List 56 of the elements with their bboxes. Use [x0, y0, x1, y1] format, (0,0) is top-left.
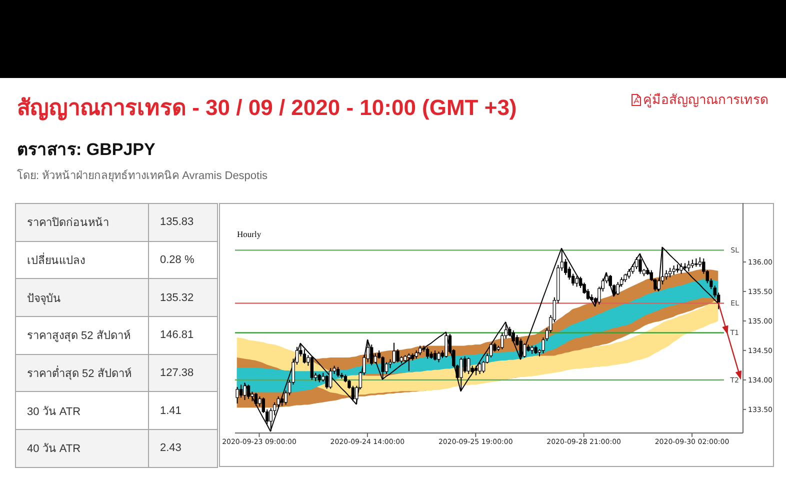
text: 1.41	[160, 404, 182, 417]
text: 127.38	[160, 367, 194, 380]
text: Hourly	[237, 229, 262, 239]
category-label: ปัจจุบัน	[27, 292, 61, 305]
candlestick	[672, 265, 676, 276]
candlestick	[467, 357, 470, 375]
candlestick	[370, 344, 374, 366]
candlestick	[236, 386, 239, 404]
candlestick	[336, 366, 340, 378]
candlestick	[634, 256, 638, 270]
candlestick	[478, 362, 482, 375]
candlestick	[698, 256, 702, 268]
text: ตราสาร: GBPJPY	[17, 140, 156, 159]
candlestick	[687, 260, 690, 272]
candlestick	[444, 332, 448, 358]
candlestick	[396, 348, 400, 363]
category-label: 40 วัน ATR	[27, 443, 81, 456]
text: โดย: หัวหน้าฝ่ายกลยุทธ์ทางเทคนิค Avramis Despotis	[17, 170, 268, 182]
category-label: 30 วัน ATR	[27, 406, 81, 418]
text: 0.28 %	[160, 254, 194, 266]
candlestick	[310, 356, 314, 380]
candlestick	[426, 346, 430, 360]
text: สัญญาณการเทรด - 30 / 09 / 2020 - 10:00 (GMT +3)	[17, 95, 517, 120]
candlestick	[418, 345, 422, 356]
category-label: ราคาสูงสุด 52 สัปดาห์	[27, 330, 130, 342]
candlestick	[433, 350, 437, 361]
candlestick	[302, 348, 306, 364]
candlestick	[254, 392, 258, 406]
candlestick	[522, 342, 526, 358]
candlestick	[328, 368, 332, 390]
candlestick	[680, 262, 683, 274]
text: 2.43	[160, 442, 182, 454]
candlestick	[407, 352, 411, 372]
candlestick	[627, 268, 631, 279]
text: 135.32	[160, 292, 194, 304]
text: 135.83	[160, 216, 194, 228]
candlestick	[325, 374, 328, 390]
candlestick	[437, 351, 440, 363]
candlestick	[512, 330, 515, 344]
candlestick	[638, 253, 642, 274]
text: 146.81	[160, 329, 194, 342]
candlestick	[392, 342, 396, 364]
category-label: เปลี่ยนแปลง	[27, 255, 85, 268]
candlestick	[668, 267, 672, 278]
candlestick	[351, 385, 355, 402]
category-label: ราคาปิดก่อนหน้า	[27, 217, 109, 230]
candlestick	[519, 338, 522, 360]
candlestick	[474, 365, 478, 376]
category-label: ราคาต่ำสุด 52 สัปดาห์	[27, 368, 132, 380]
candlestick	[460, 357, 463, 392]
candlestick	[616, 282, 620, 296]
candlestick	[246, 384, 250, 400]
candlestick	[239, 384, 243, 398]
candlestick	[280, 396, 284, 406]
candlestick	[575, 276, 578, 288]
text: คู่มือสัญญาณการเทรด	[643, 92, 768, 108]
